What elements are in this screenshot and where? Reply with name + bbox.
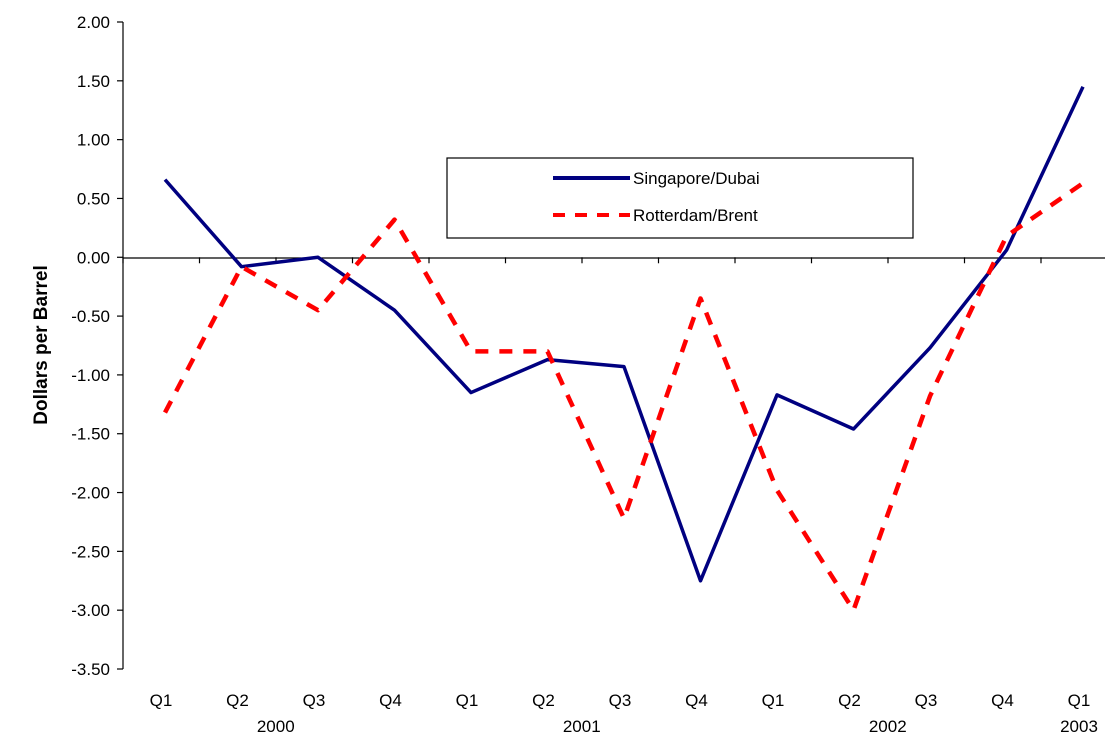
x-tick-label: Q3 — [303, 691, 326, 710]
y-tick-label: -3.50 — [71, 660, 110, 679]
x-tick-label: Q3 — [915, 691, 938, 710]
x-tick-label: Q1 — [150, 691, 173, 710]
y-tick-label: -1.50 — [71, 425, 110, 444]
y-tick-label: -0.50 — [71, 307, 110, 326]
y-tick-label: 1.50 — [77, 72, 110, 91]
x-tick-label: Q2 — [226, 691, 249, 710]
y-tick-label: 0.00 — [77, 248, 110, 267]
legend-label-rotterdam-brent: Rotterdam/Brent — [633, 206, 758, 225]
x-tick-label: Q2 — [838, 691, 861, 710]
series-line-singapore-dubai — [163, 85, 1085, 583]
series-layer — [163, 85, 1085, 613]
x-year-label: 2002 — [869, 717, 907, 736]
y-tick-label: -2.50 — [71, 542, 110, 561]
x-ticks: Q1 Q2 Q3 Q4 Q1 Q2 Q3 Q4 Q1 Q2 Q3 Q4 Q1 2000 2001 2002 20… — [122, 257, 1098, 736]
x-tick-label: Q1 — [1068, 691, 1091, 710]
x-year-label: 2001 — [563, 717, 601, 736]
legend: Singapore/Dubai Rotterdam/Brent — [446, 157, 914, 239]
y-tick-label: 1.00 — [77, 131, 110, 150]
x-tick-label: Q4 — [379, 691, 402, 710]
x-tick-label: Q3 — [609, 691, 632, 710]
y-tick-label: 2.00 — [77, 13, 110, 32]
x-tick-label: Q1 — [456, 691, 479, 710]
y-ticks: 2.00 1.50 1.00 0.50 0.00 -0.50 -1.00 -1.50 -2.00… — [71, 13, 123, 679]
y-tick-label: 0.50 — [77, 189, 110, 208]
x-tick-label: Q4 — [991, 691, 1014, 710]
series-line-rotterdam-brent — [163, 181, 1085, 613]
legend-box — [446, 157, 914, 239]
x-tick-label: Q4 — [685, 691, 708, 710]
y-tick-label: -1.00 — [71, 366, 110, 385]
y-tick-label: -2.00 — [71, 484, 110, 503]
axes: 2.00 1.50 1.00 0.50 0.00 -0.50 -1.00 -1.50 -2.00… — [71, 13, 1105, 736]
y-axis-label: Dollars per Barrel — [31, 265, 52, 424]
x-year-label: 2000 — [257, 717, 295, 736]
x-year-label: 2003 — [1060, 717, 1098, 736]
y-tick-label: -3.00 — [71, 601, 110, 620]
legend-label-singapore-dubai: Singapore/Dubai — [633, 169, 760, 188]
x-tick-label: Q2 — [532, 691, 555, 710]
x-tick-label: Q1 — [762, 691, 785, 710]
